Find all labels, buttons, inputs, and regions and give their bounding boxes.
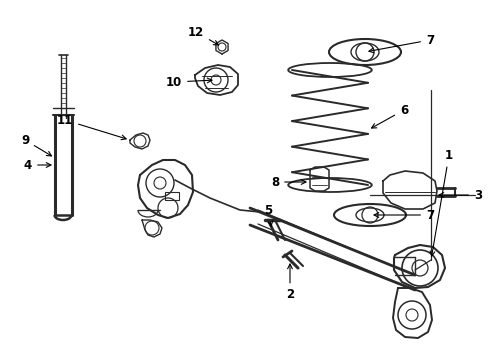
Text: 12: 12 xyxy=(187,26,218,45)
Text: 7: 7 xyxy=(368,33,433,53)
Text: 1: 1 xyxy=(429,149,452,256)
Text: 6: 6 xyxy=(371,104,407,128)
Text: 9: 9 xyxy=(21,134,51,156)
Text: 7: 7 xyxy=(373,208,433,221)
Text: 11: 11 xyxy=(57,113,126,140)
Text: 2: 2 xyxy=(285,264,293,302)
Text: 4: 4 xyxy=(24,158,51,171)
Text: 8: 8 xyxy=(270,176,305,189)
Text: 3: 3 xyxy=(438,189,481,202)
Text: 5: 5 xyxy=(264,203,272,226)
Text: 10: 10 xyxy=(165,76,212,89)
